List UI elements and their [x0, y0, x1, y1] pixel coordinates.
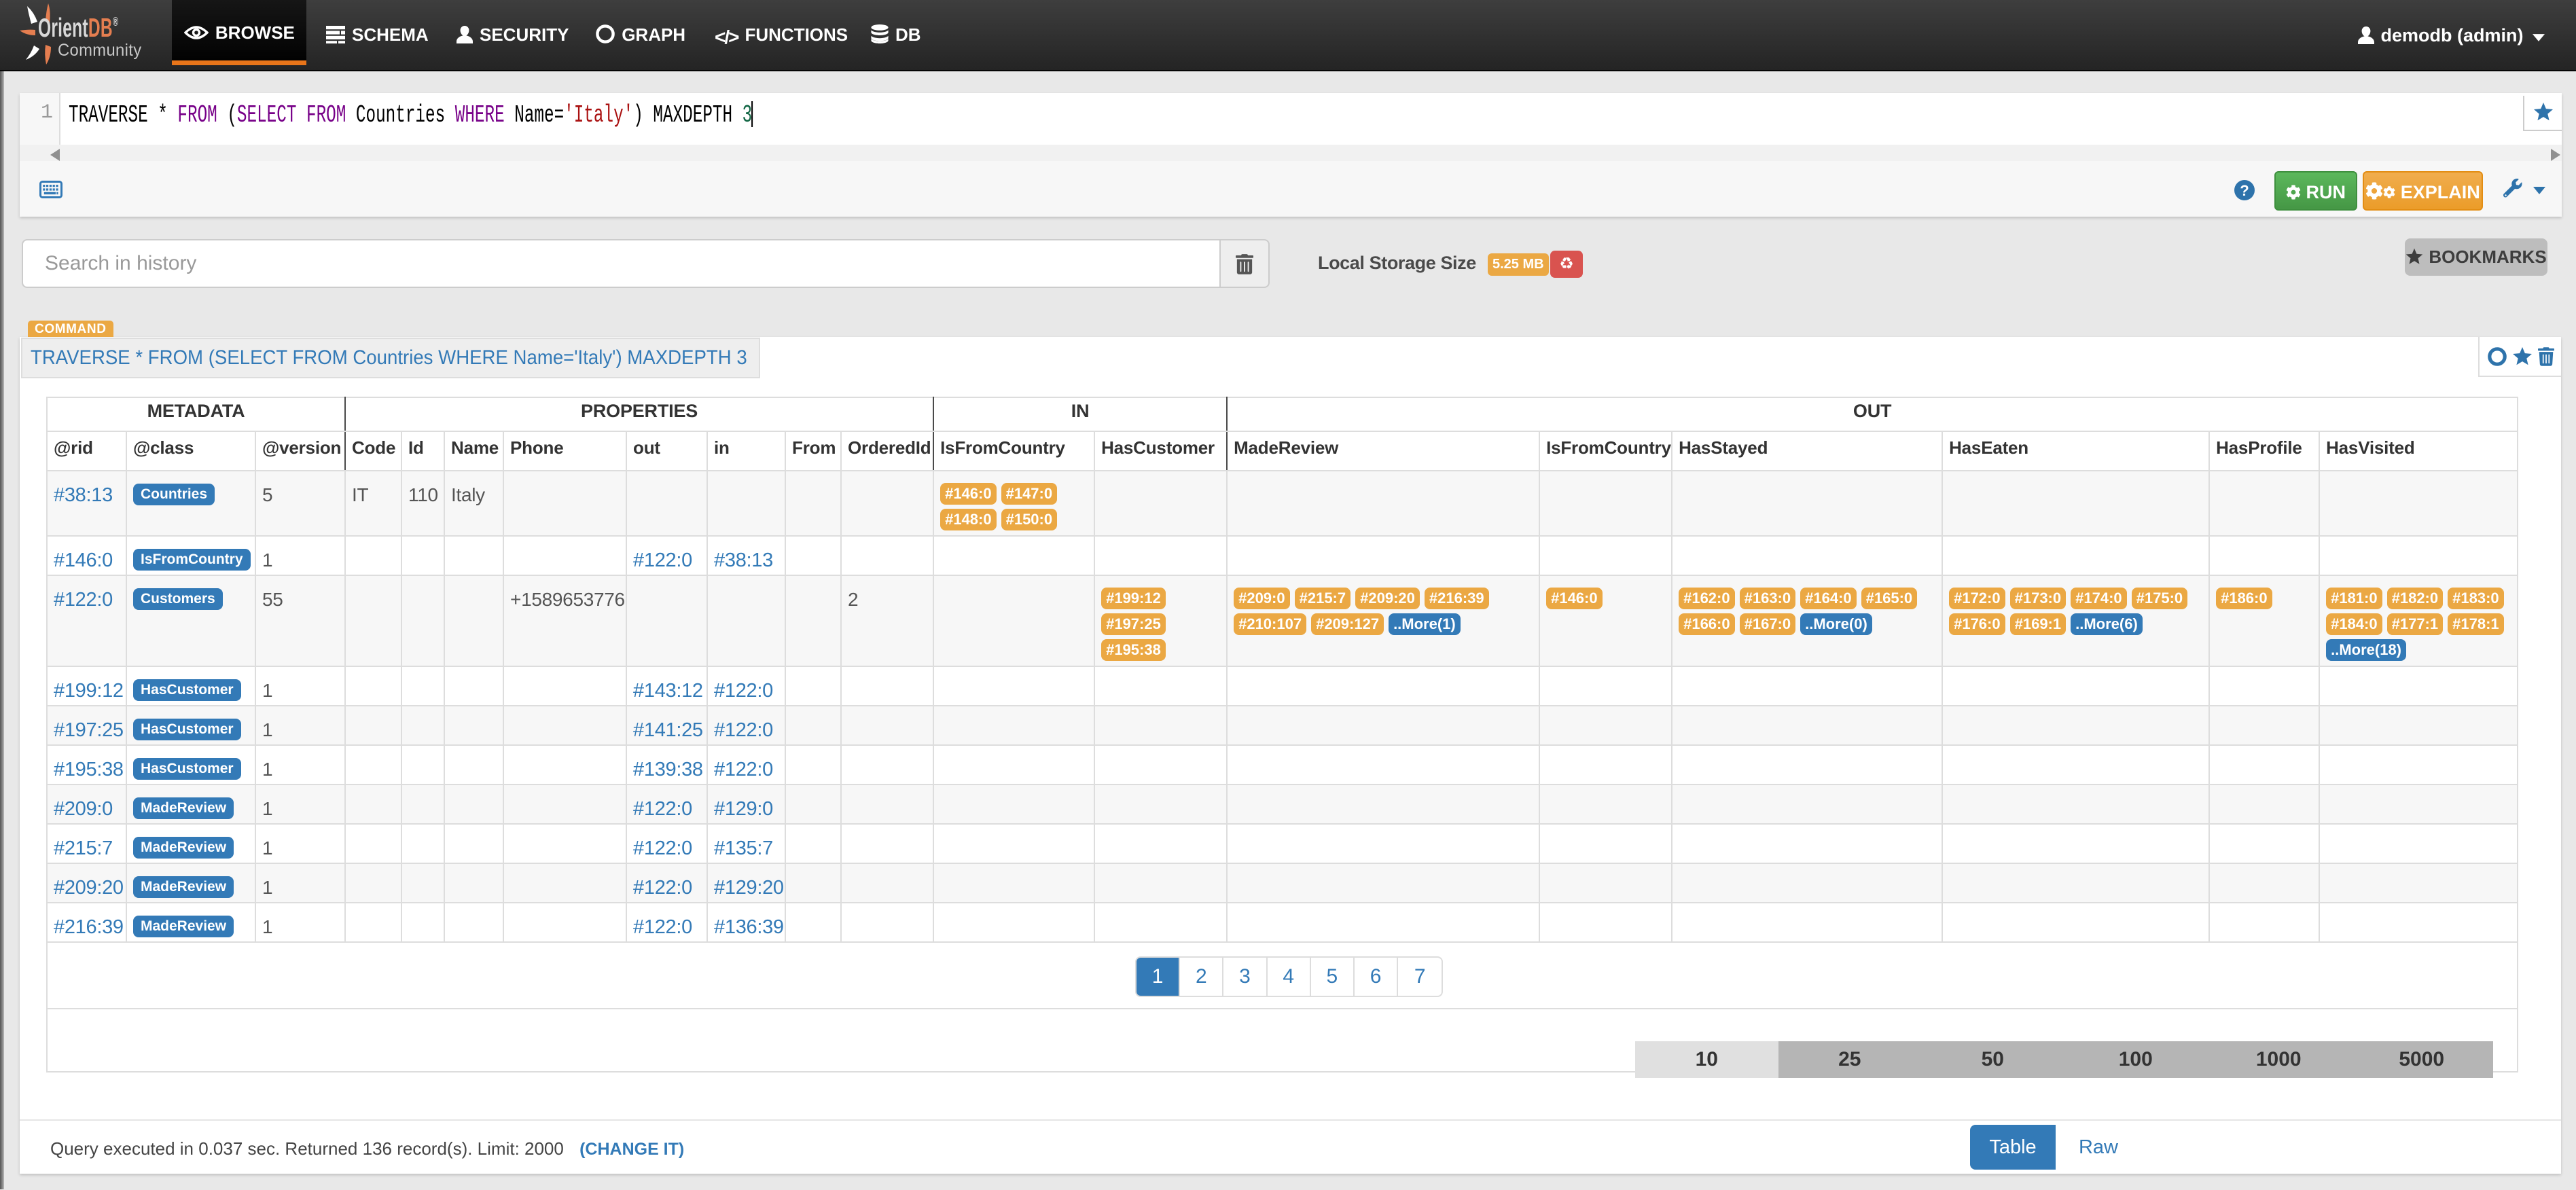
svg-text:?: ?	[2240, 182, 2249, 199]
